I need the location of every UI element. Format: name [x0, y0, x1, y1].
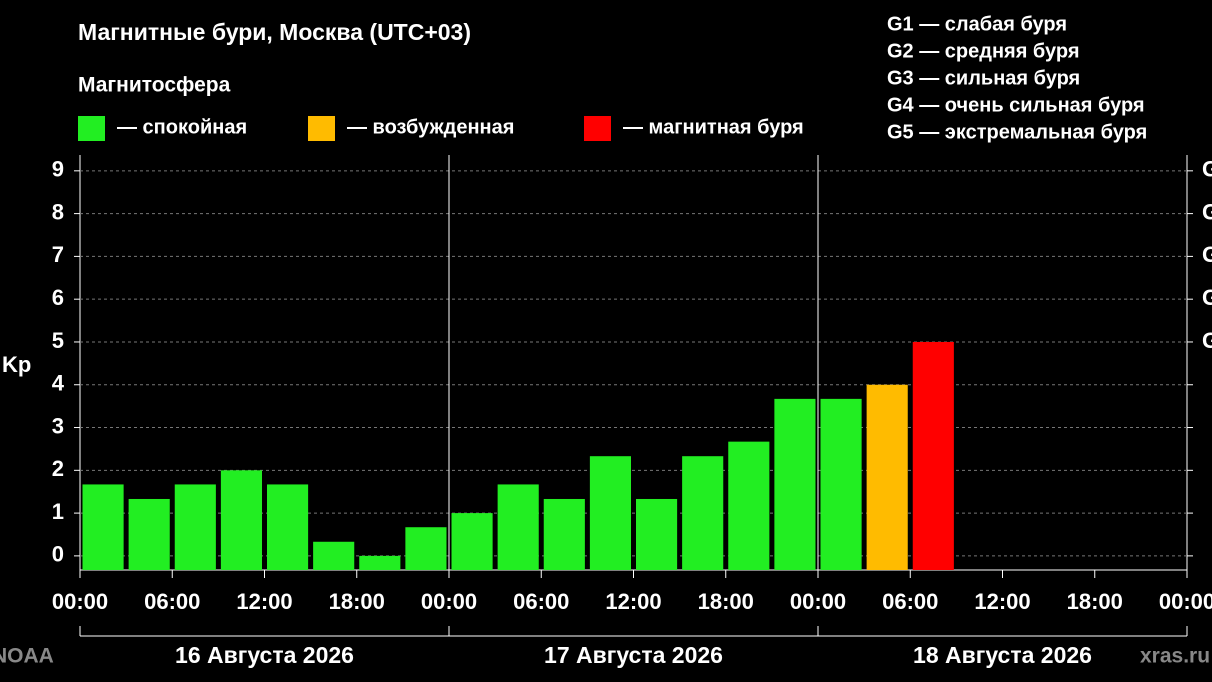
bar	[82, 484, 124, 570]
storm-scale-entry: G1 — слабая буря	[887, 13, 1067, 35]
y-tick-label: 6	[52, 285, 64, 310]
right-label: G3	[1202, 242, 1212, 267]
y-tick-label: 3	[52, 413, 64, 438]
bar	[728, 441, 770, 570]
storm-scale-entry: G5 — экстремальная буря	[887, 121, 1147, 143]
storm-scale-entry: G3 — сильная буря	[887, 67, 1080, 89]
x-tick-label: 00:00	[790, 589, 846, 614]
bar	[589, 456, 631, 570]
x-tick-label: 00:00	[52, 589, 108, 614]
bar	[543, 498, 585, 570]
x-tick-label: 06:00	[513, 589, 569, 614]
bar	[174, 484, 216, 570]
y-tick-label: 0	[52, 542, 64, 567]
y-tick-label: 1	[52, 499, 64, 524]
legend-swatch	[308, 116, 335, 141]
x-tick-label: 06:00	[882, 589, 938, 614]
bar	[866, 384, 908, 570]
y-tick-label: 9	[52, 157, 64, 182]
x-tick-label: 12:00	[236, 589, 292, 614]
bar	[451, 513, 493, 570]
bar	[359, 555, 401, 570]
x-tick-label: 18:00	[1067, 589, 1123, 614]
x-tick-label: 00:00	[421, 589, 477, 614]
bar	[636, 498, 678, 570]
bar	[128, 498, 170, 570]
x-tick-label: 18:00	[329, 589, 385, 614]
x-tick-label: 12:00	[974, 589, 1030, 614]
right-label: G1	[1202, 328, 1212, 353]
bar	[405, 527, 447, 570]
bar	[220, 470, 262, 570]
bar	[820, 398, 862, 570]
x-tick-label: 12:00	[605, 589, 661, 614]
bar	[497, 484, 539, 570]
bar	[267, 484, 309, 570]
x-tick-label: 00:00	[1159, 589, 1212, 614]
source-left: NOAA	[0, 645, 54, 668]
legend-label: — магнитная буря	[623, 116, 804, 138]
y-tick-label: 8	[52, 199, 64, 224]
legend-swatch	[584, 116, 611, 141]
bar	[313, 541, 355, 570]
y-tick-label: 4	[52, 371, 65, 396]
day-label: 18 Августа 2026	[913, 642, 1092, 668]
x-tick-label: 18:00	[698, 589, 754, 614]
right-label: G5	[1202, 157, 1212, 182]
legend-label: — возбужденная	[347, 116, 514, 138]
legend-label: — спокойная	[117, 116, 247, 138]
source-right: xras.ru	[1140, 645, 1210, 668]
day-label: 17 Августа 2026	[544, 642, 723, 668]
bar	[774, 398, 816, 570]
y-tick-label: 2	[52, 456, 64, 481]
bar	[682, 456, 724, 570]
bar	[912, 341, 954, 570]
x-tick-label: 06:00	[144, 589, 200, 614]
y-axis-label: Kp	[2, 352, 31, 377]
legend-title: Магнитосфера	[78, 74, 231, 97]
y-tick-label: 5	[52, 328, 64, 353]
storm-scale-entry: G2 — средняя буря	[887, 40, 1080, 62]
right-label: G2	[1202, 285, 1212, 310]
day-label: 16 Августа 2026	[175, 642, 354, 668]
right-label: G4	[1202, 199, 1212, 224]
storm-scale-entry: G4 — очень сильная буря	[887, 94, 1145, 116]
chart-title: Магнитные бури, Москва (UTC+03)	[78, 19, 471, 45]
legend-swatch	[78, 116, 105, 141]
y-tick-label: 7	[52, 242, 64, 267]
